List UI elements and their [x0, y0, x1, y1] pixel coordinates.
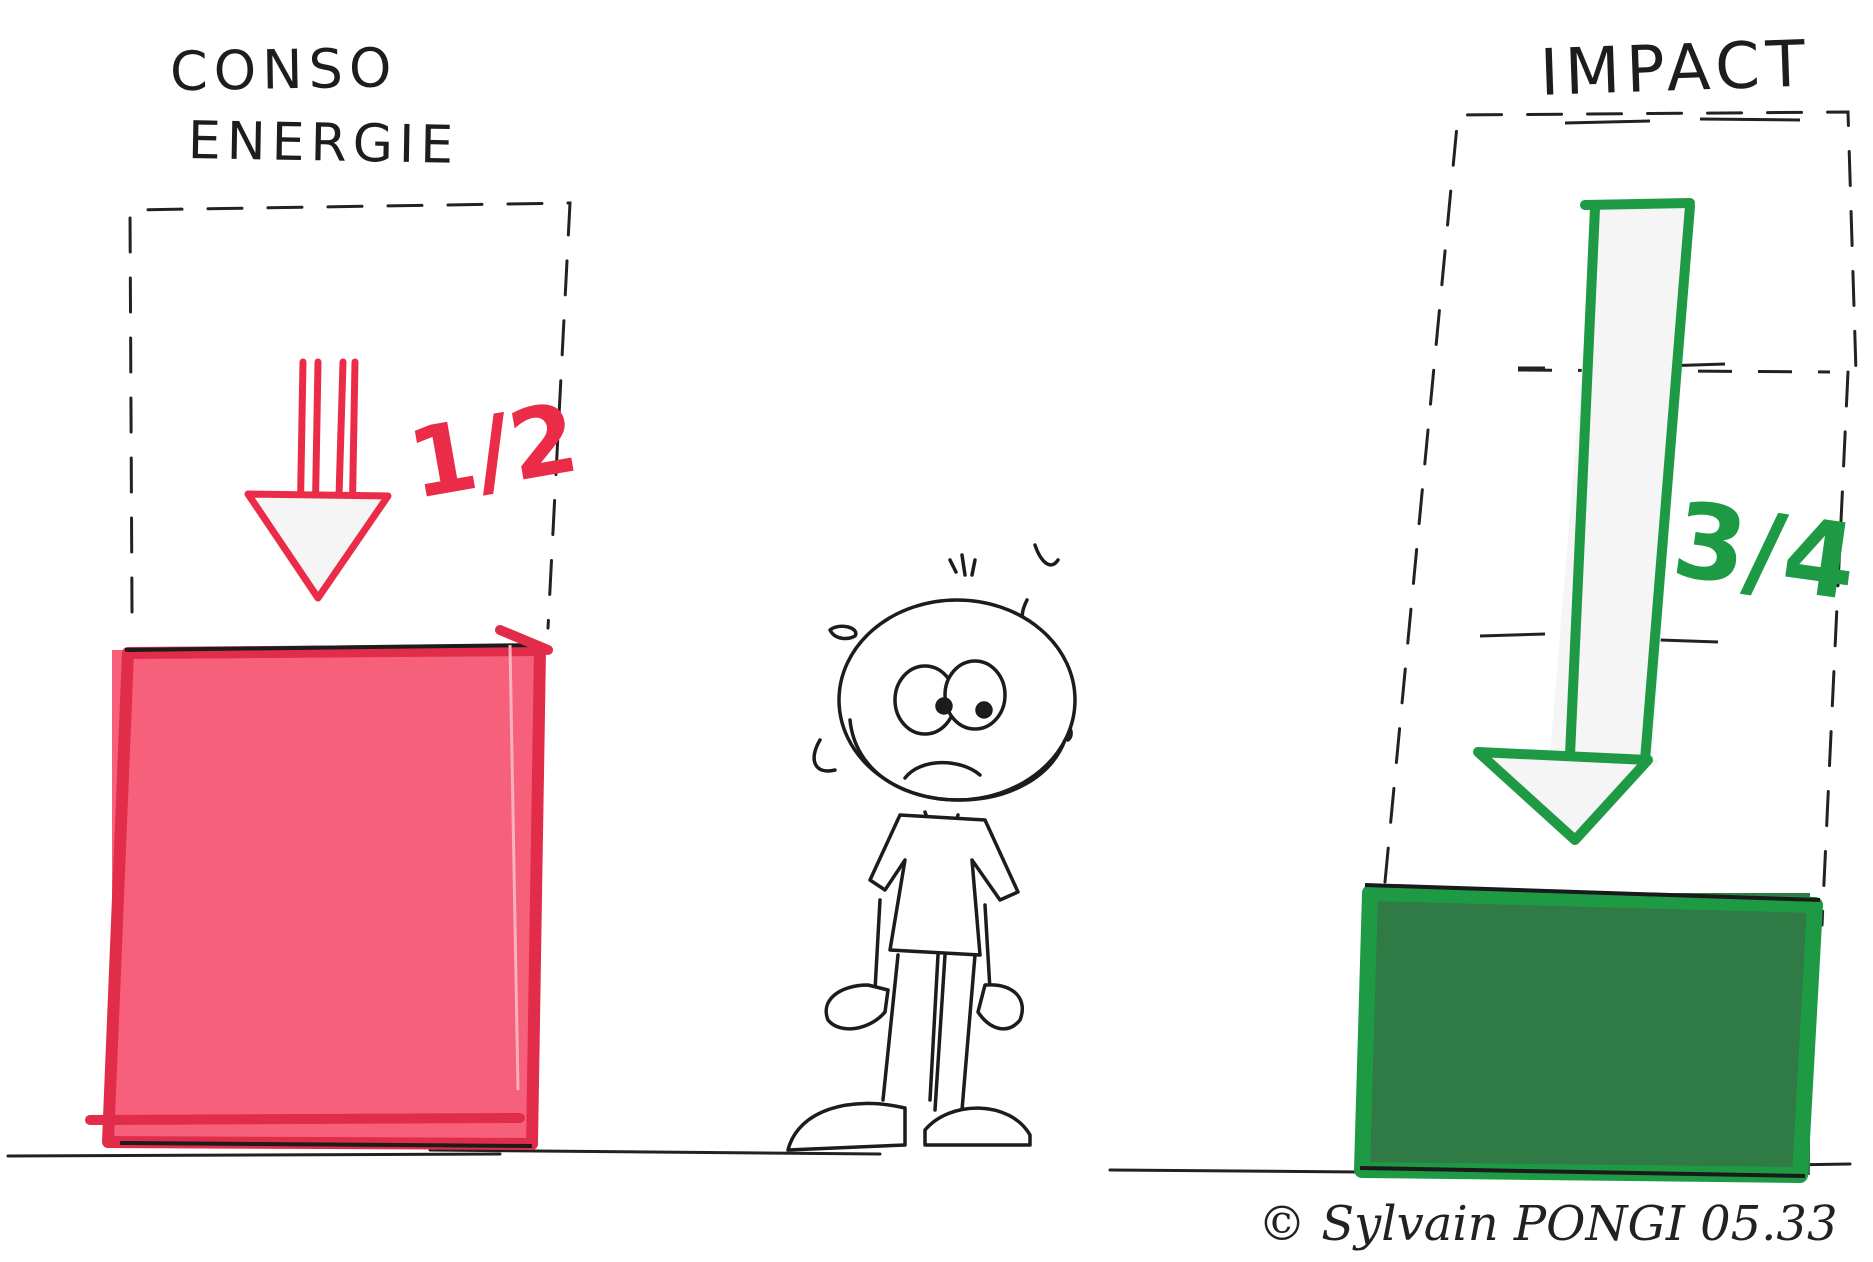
right-dashed-outline [1383, 110, 1858, 927]
right-fraction-label: 3/4 [1666, 478, 1864, 624]
left-dashed-outline [128, 201, 572, 630]
left-panel: CONSO ENERGIE 1/2 [85, 36, 586, 1150]
right-panel: IMPACT 3/4 [1354, 27, 1864, 1183]
signature: © Sylvain PONGI 05.33 [1258, 1196, 1838, 1252]
right-impact-block [1370, 893, 1810, 1175]
down-arrow-icon [1473, 198, 1695, 845]
left-title-line2: ENERGIE [187, 111, 459, 176]
left-fraction-label: 1/2 [400, 381, 586, 521]
left-title-line1: CONSO [169, 36, 397, 103]
left-energy-block [112, 650, 536, 1144]
down-arrow-icon [244, 358, 392, 602]
right-title: IMPACT [1539, 27, 1812, 110]
stick-figure-character [786, 543, 1077, 1152]
